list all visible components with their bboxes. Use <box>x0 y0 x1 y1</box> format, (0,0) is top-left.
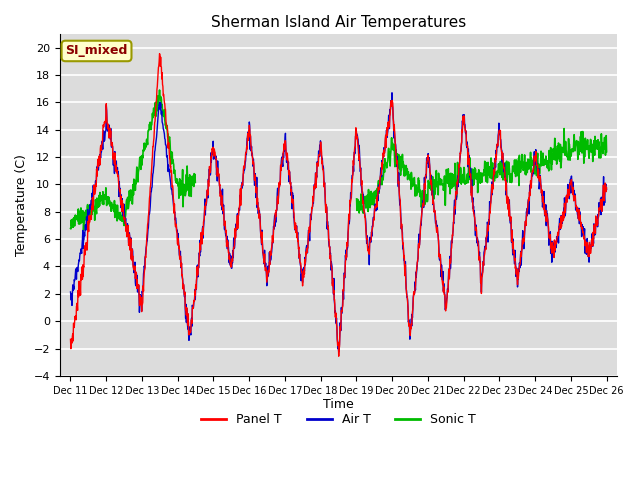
X-axis label: Time: Time <box>323 398 354 411</box>
Title: Sherman Island Air Temperatures: Sherman Island Air Temperatures <box>211 15 466 30</box>
Y-axis label: Temperature (C): Temperature (C) <box>15 154 28 256</box>
Legend: Panel T, Air T, Sonic T: Panel T, Air T, Sonic T <box>196 408 481 431</box>
Text: SI_mixed: SI_mixed <box>65 45 128 58</box>
